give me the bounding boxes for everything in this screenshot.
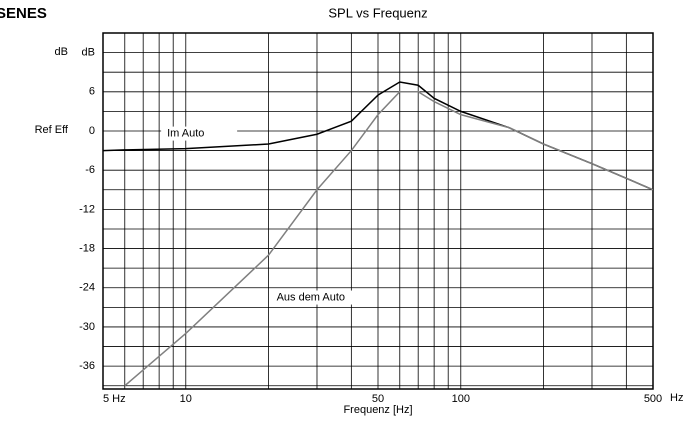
- series-label: Aus dem Auto: [277, 291, 346, 303]
- y-label: dB: [55, 46, 68, 58]
- chart-title: SPL vs Frequenz: [328, 5, 427, 20]
- x-unit: Hz: [670, 392, 683, 404]
- y-tick-label: -6: [85, 164, 95, 176]
- label-bg: [161, 126, 238, 141]
- y-tick-label: -12: [79, 203, 95, 215]
- x-tick-label: 100: [452, 393, 470, 405]
- y-tick-label: 6: [89, 86, 95, 98]
- y-tick-label: -30: [79, 321, 95, 333]
- label-bg: [270, 290, 367, 305]
- x-tick-label: 50: [372, 393, 384, 405]
- series-label: Im Auto: [167, 128, 204, 140]
- y-tick-label: -24: [79, 282, 95, 294]
- y-tick-label: 0: [89, 125, 95, 137]
- y-tick-label: -36: [79, 360, 95, 372]
- y-tick-label: dB: [82, 47, 95, 59]
- y-tick-label: -18: [79, 242, 95, 254]
- x-tick-label: 10: [180, 393, 192, 405]
- x-tick-label: 5 Hz: [103, 393, 126, 405]
- x-tick-label: 500: [644, 393, 662, 405]
- x-label: Frequenz [Hz]: [343, 404, 412, 416]
- series-line: [124, 91, 653, 387]
- ref-label: Ref Eff: [35, 124, 69, 136]
- brand: SENES: [0, 5, 47, 22]
